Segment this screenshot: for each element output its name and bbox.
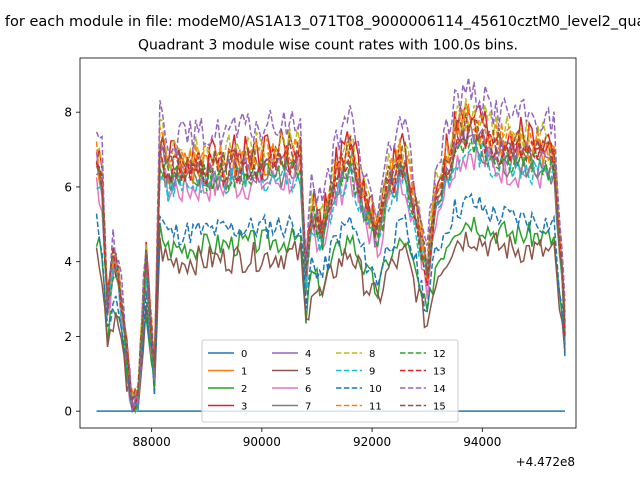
legend-label-14: 14 <box>433 384 446 395</box>
legend-label-0: 0 <box>241 349 247 360</box>
legend-label-7: 7 <box>305 402 311 413</box>
x-tick-label: 94000 <box>463 435 501 449</box>
legend-label-1: 1 <box>241 367 247 378</box>
series-line-5 <box>95 231 566 412</box>
legend-label-13: 13 <box>433 367 446 378</box>
x-axis-offset-label: +4.472e8 <box>516 455 575 469</box>
figure-suptitle: Light curves for each module in file: mo… <box>0 14 640 30</box>
legend-label-4: 4 <box>305 349 311 360</box>
legend-label-6: 6 <box>305 384 311 395</box>
series-line-9 <box>96 141 566 412</box>
legend-label-2: 2 <box>241 384 247 395</box>
legend-label-9: 9 <box>369 367 375 378</box>
series-line-12 <box>95 134 566 414</box>
x-axis: 88000 90000 92000 94000 <box>133 428 501 449</box>
series-line-15 <box>95 113 566 402</box>
y-axis: 0 2 4 6 8 <box>64 106 80 419</box>
legend-label-15: 15 <box>433 402 446 413</box>
series-line-8 <box>96 98 566 399</box>
legend-label-10: 10 <box>369 384 382 395</box>
y-tick-label: 4 <box>64 255 72 269</box>
x-tick-label: 90000 <box>243 435 281 449</box>
legend-label-12: 12 <box>433 349 446 360</box>
chart-title: Quadrant 3 module wise count rates with … <box>138 38 518 54</box>
legend-label-3: 3 <box>241 402 247 413</box>
series-line-10 <box>95 192 566 414</box>
plot-area-frame <box>79 57 577 429</box>
y-tick-label: 8 <box>64 106 72 120</box>
y-tick-label: 0 <box>64 405 72 419</box>
series-line-14 <box>95 77 566 412</box>
y-tick-label: 2 <box>64 330 72 344</box>
legend-label-11: 11 <box>369 402 382 413</box>
series-line-7 <box>95 133 566 412</box>
legend-label-5: 5 <box>305 367 311 378</box>
series-lines <box>95 77 566 415</box>
legend-frame <box>201 339 459 423</box>
x-tick-label: 92000 <box>353 435 391 449</box>
x-tick-label: 88000 <box>133 435 171 449</box>
y-tick-label: 6 <box>64 180 72 194</box>
series-line-13 <box>95 116 566 413</box>
legend-label-8: 8 <box>369 349 375 360</box>
